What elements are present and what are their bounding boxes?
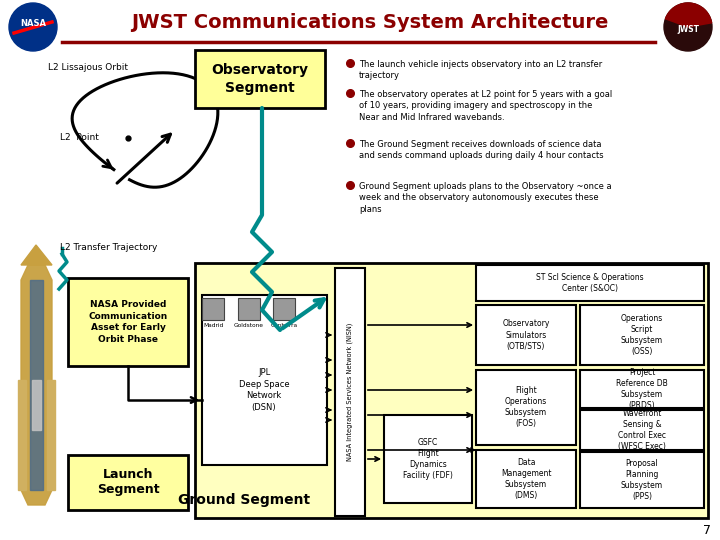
Text: Ground Segment: Ground Segment bbox=[178, 493, 310, 507]
Text: NASA: NASA bbox=[20, 19, 46, 29]
Text: L2 Lissajous Orbit: L2 Lissajous Orbit bbox=[48, 64, 128, 72]
Circle shape bbox=[9, 3, 57, 51]
Text: Wavefront
Sensing &
Control Exec
(WFSC Exec): Wavefront Sensing & Control Exec (WFSC E… bbox=[618, 409, 666, 451]
Polygon shape bbox=[32, 380, 41, 430]
Bar bbox=[238, 298, 260, 320]
Text: JWST: JWST bbox=[677, 25, 699, 35]
Text: The launch vehicle injects observatory into an L2 transfer
trajectory: The launch vehicle injects observatory i… bbox=[359, 60, 602, 80]
Text: Goldstone: Goldstone bbox=[234, 323, 264, 328]
Text: JWST Communications System Architecture: JWST Communications System Architecture bbox=[131, 12, 608, 31]
Bar bbox=[580, 410, 704, 450]
Bar bbox=[476, 450, 576, 508]
Bar bbox=[68, 278, 188, 366]
Bar bbox=[476, 305, 576, 365]
Text: Launch
Segment: Launch Segment bbox=[96, 468, 159, 496]
Polygon shape bbox=[30, 280, 43, 490]
Text: GSFC
Flight
Dynamics
Facility (FDF): GSFC Flight Dynamics Facility (FDF) bbox=[403, 438, 453, 480]
Text: L2 Transfer Trajectory: L2 Transfer Trajectory bbox=[60, 244, 158, 253]
Bar bbox=[580, 305, 704, 365]
Bar bbox=[476, 265, 704, 301]
Text: Observatory
Simulators
(OTB/STS): Observatory Simulators (OTB/STS) bbox=[503, 319, 549, 350]
Text: Observatory
Segment: Observatory Segment bbox=[212, 63, 308, 94]
Polygon shape bbox=[47, 380, 55, 490]
Bar bbox=[335, 268, 365, 516]
Wedge shape bbox=[665, 3, 711, 27]
Text: 7: 7 bbox=[703, 523, 711, 537]
Text: NASA Provided
Communication
Asset for Early
Orbit Phase: NASA Provided Communication Asset for Ea… bbox=[89, 300, 168, 343]
Bar bbox=[476, 370, 576, 445]
Text: L2  Point: L2 Point bbox=[60, 133, 99, 143]
Circle shape bbox=[664, 3, 712, 51]
Text: The Ground Segment receives downloads of science data
and sends command uploads : The Ground Segment receives downloads of… bbox=[359, 140, 603, 160]
Text: ST ScI Science & Operations
Center (S&OC): ST ScI Science & Operations Center (S&OC… bbox=[536, 273, 644, 293]
Text: Flight
Operations
Subsystem
(FOS): Flight Operations Subsystem (FOS) bbox=[505, 386, 547, 428]
Polygon shape bbox=[18, 380, 26, 490]
Text: Madrid: Madrid bbox=[203, 323, 223, 328]
Bar bbox=[195, 263, 708, 518]
Text: The observatory operates at L2 point for 5 years with a goal
of 10 years, provid: The observatory operates at L2 point for… bbox=[359, 90, 612, 122]
Bar bbox=[384, 415, 472, 503]
Text: Canberra: Canberra bbox=[271, 323, 297, 328]
Text: Project
Reference DB
Subsystem
(PRDS): Project Reference DB Subsystem (PRDS) bbox=[616, 368, 668, 410]
Bar bbox=[195, 50, 325, 108]
Bar bbox=[273, 298, 295, 320]
Text: JPL
Deep Space
Network
(DSN): JPL Deep Space Network (DSN) bbox=[239, 368, 289, 412]
Bar bbox=[580, 370, 704, 408]
Text: NASA Integrated Services Network (NISN): NASA Integrated Services Network (NISN) bbox=[347, 323, 354, 461]
Bar bbox=[68, 455, 188, 510]
Text: Operations
Script
Subsystem
(OSS): Operations Script Subsystem (OSS) bbox=[621, 314, 663, 356]
Text: Data
Management
Subsystem
(DMS): Data Management Subsystem (DMS) bbox=[500, 458, 552, 500]
Text: Ground Segment uploads plans to the Observatory ~once a
week and the observatory: Ground Segment uploads plans to the Obse… bbox=[359, 182, 611, 214]
Text: Proposal
Planning
Subsystem
(PPS): Proposal Planning Subsystem (PPS) bbox=[621, 459, 663, 501]
Bar bbox=[202, 298, 224, 320]
Polygon shape bbox=[21, 245, 52, 265]
Bar bbox=[580, 452, 704, 508]
Polygon shape bbox=[21, 265, 52, 505]
Bar bbox=[202, 295, 327, 465]
